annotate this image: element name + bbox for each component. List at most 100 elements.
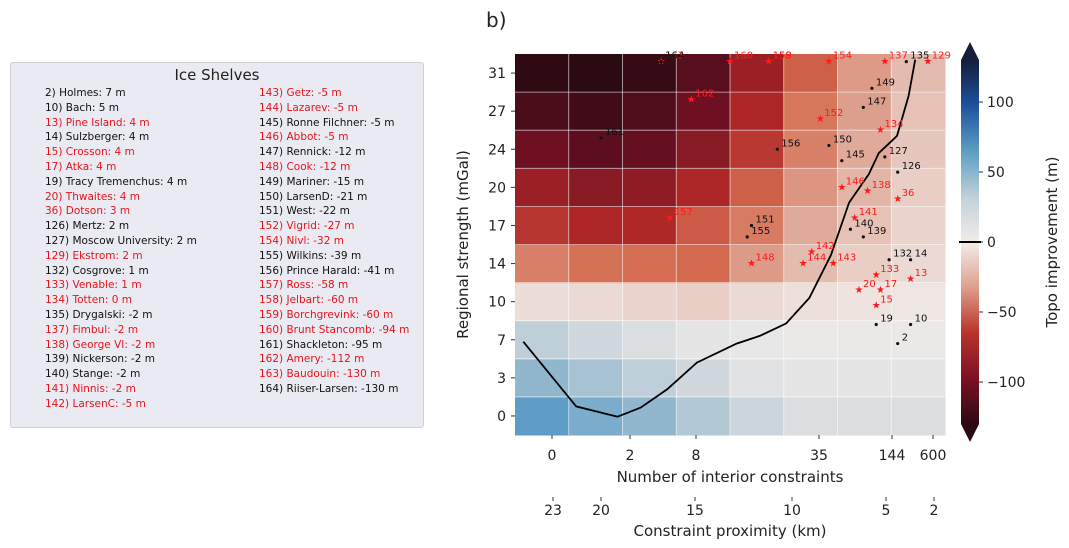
shelf-marker-star: ★ [876, 285, 885, 296]
x-tick-label: 600 [920, 448, 947, 464]
heatmap-cell [837, 358, 892, 398]
heatmap-cell [783, 358, 838, 398]
legend-item: 152) Vigrid: -27 m [259, 220, 355, 233]
shelf-marker-dot [896, 341, 900, 346]
x2-tick-label: 20 [592, 503, 610, 519]
shelf-label: 135 [910, 51, 929, 62]
heatmap-cell [568, 130, 623, 169]
y-axis-label: Regional strength (mGal) [454, 150, 472, 339]
heatmap-cell [837, 206, 892, 245]
heatmap-cell [515, 396, 570, 436]
shelf-label: 20 [863, 279, 876, 290]
shelf-marker-dot [896, 170, 900, 174]
shelf-marker-star: ★ [816, 114, 825, 125]
heatmap-cell [515, 320, 570, 360]
heatmap-cell [891, 54, 946, 93]
heatmap-cell [622, 92, 677, 131]
shelf-label: 129 [932, 51, 951, 62]
heatmap-cell [891, 320, 946, 360]
legend-item: 147) Rennick: -12 m [259, 146, 366, 159]
ice-shelves-legend: Ice Shelves 2) Holmes: 7 m 10) Bach: 5 m 1… [10, 62, 424, 428]
colorbar-tick-label: −100 [987, 375, 1025, 391]
shelf-marker-dot [840, 159, 844, 163]
heatmap-cell [676, 358, 731, 398]
heatmap-cell [783, 244, 838, 284]
shelf-label: 134 [885, 119, 904, 130]
heatmap-cell [622, 320, 677, 360]
shelf-marker-star: ★ [906, 274, 915, 285]
legend-item: 142) LarsenC: -5 m [45, 397, 146, 410]
legend-item: 36) Dotson: 3 m [45, 205, 131, 218]
shelf-marker-star: ★ [807, 247, 816, 258]
heatmap-cell [891, 168, 946, 207]
shelf-label: 10 [915, 314, 928, 325]
legend-item: 160) Brunt Stancomb: -94 m [259, 323, 410, 336]
x-tick-label: 8 [692, 448, 701, 464]
legend-item: 141) Ninnis: -2 m [45, 383, 136, 395]
legend-item: 134) Totten: 0 m [45, 294, 132, 307]
heatmap-cell [676, 54, 731, 93]
heatmap-cell [676, 320, 731, 360]
legend-item: 143) Getz: -5 m [259, 87, 342, 99]
legend-item: 20) Thwaites: 4 m [45, 190, 140, 203]
legend-item: 129) Ekstrom: 2 m [45, 249, 143, 262]
shelf-marker-dot [883, 155, 887, 159]
shelf-label: 140 [854, 218, 873, 229]
legend-item: 126) Mertz: 2 m [45, 220, 130, 233]
legend-item: 156) Prince Harald: -41 m [259, 264, 395, 277]
shelf-label: 150 [833, 134, 852, 145]
colorbar-tick-label: 100 [987, 95, 1014, 111]
shelf-marker-star: ★ [824, 57, 833, 68]
heatmap-cell [837, 282, 892, 322]
heatmap-cell [568, 168, 623, 207]
heatmap-cell [568, 320, 623, 360]
heatmap-cell [891, 396, 946, 436]
heatmap-cell [622, 282, 677, 322]
shelf-marker-dot [909, 322, 913, 327]
shelf-marker-star: ★ [837, 182, 846, 193]
shelf-marker-star: ★ [880, 57, 889, 68]
x2-axis-label: Constraint proximity (km) [634, 522, 827, 540]
heatmap-cell [622, 206, 677, 245]
x-tick-label: 0 [548, 448, 557, 464]
shelf-label: 2 [902, 333, 908, 344]
heatmap-cell [515, 92, 570, 131]
heatmap-cell [783, 168, 838, 207]
shelf-marker-star: ★ [855, 285, 864, 296]
heatmap-cell [568, 282, 623, 322]
shelf-marker-dot [861, 235, 865, 239]
heatmap-cell [891, 206, 946, 245]
heatmap-cell [568, 206, 623, 245]
legend-item: 155) Wilkins: -39 m [259, 249, 362, 262]
heatmap-cell [676, 168, 731, 207]
legend-item: 146) Abbot: -5 m [259, 131, 349, 144]
x-tick-label: 2 [626, 448, 635, 464]
panel-label: b) [486, 8, 507, 32]
shelf-marker-star: ★ [863, 186, 872, 197]
x-tick-label: 144 [879, 448, 906, 464]
zero-contour-line [522, 59, 917, 418]
shelf-label: 160 [734, 51, 753, 62]
legend-item: 154) Nivl: -32 m [259, 235, 344, 247]
shelf-label: 158 [773, 51, 792, 62]
heatmap-cell [891, 244, 946, 284]
colorbar-max-extend [961, 42, 979, 60]
shelf-marker-dot [848, 227, 853, 231]
shelf-label: 146 [846, 176, 865, 187]
heatmap-cell [783, 92, 838, 131]
legend-item: 17) Atka: 4 m [45, 161, 117, 173]
shelf-label: 17 [885, 279, 898, 290]
legend-item: 162) Amery: -112 m [259, 353, 365, 366]
heatmap-cell [568, 244, 623, 284]
heatmap-cell [568, 358, 623, 398]
shelf-label: 132 [893, 249, 912, 260]
legend-item: 148) Cook: -12 m [259, 161, 351, 173]
shelf-marker-dot [749, 223, 754, 228]
shelf-marker-star: ★ [893, 194, 902, 205]
shelf-label: 143 [837, 253, 856, 264]
x2-tick-label: 15 [686, 503, 704, 519]
shelf-marker-star: ★ [829, 259, 838, 270]
shelf-marker-star: ★ [923, 57, 932, 68]
shelf-marker-star: ★ [764, 57, 773, 68]
heatmap-cell [676, 92, 731, 131]
